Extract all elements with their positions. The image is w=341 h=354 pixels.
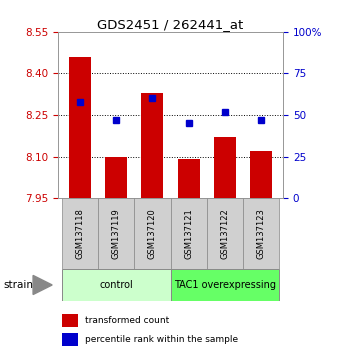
Bar bbox=[207, 198, 243, 269]
Bar bbox=[62, 269, 170, 301]
Bar bbox=[214, 137, 236, 198]
Bar bbox=[243, 198, 279, 269]
Text: percentile rank within the sample: percentile rank within the sample bbox=[85, 335, 238, 344]
Bar bbox=[105, 156, 127, 198]
Bar bbox=[178, 159, 199, 198]
Text: GSM137123: GSM137123 bbox=[257, 208, 266, 259]
Bar bbox=[142, 93, 163, 198]
Bar bbox=[134, 198, 170, 269]
Bar bbox=[170, 269, 279, 301]
Bar bbox=[98, 198, 134, 269]
Text: GSM137118: GSM137118 bbox=[75, 208, 84, 259]
Text: GSM137119: GSM137119 bbox=[112, 208, 121, 259]
Bar bbox=[250, 151, 272, 198]
Polygon shape bbox=[33, 275, 52, 295]
Bar bbox=[62, 314, 78, 327]
Bar bbox=[170, 198, 207, 269]
Text: GSM137121: GSM137121 bbox=[184, 208, 193, 259]
Bar bbox=[62, 333, 78, 346]
Text: control: control bbox=[99, 280, 133, 290]
Text: TAC1 overexpressing: TAC1 overexpressing bbox=[174, 280, 276, 290]
Bar bbox=[62, 198, 98, 269]
Text: strain: strain bbox=[3, 280, 33, 290]
Title: GDS2451 / 262441_at: GDS2451 / 262441_at bbox=[98, 18, 243, 31]
Text: GSM137120: GSM137120 bbox=[148, 208, 157, 259]
Text: transformed count: transformed count bbox=[85, 316, 169, 325]
Text: GSM137122: GSM137122 bbox=[220, 208, 229, 259]
Bar bbox=[69, 57, 91, 198]
